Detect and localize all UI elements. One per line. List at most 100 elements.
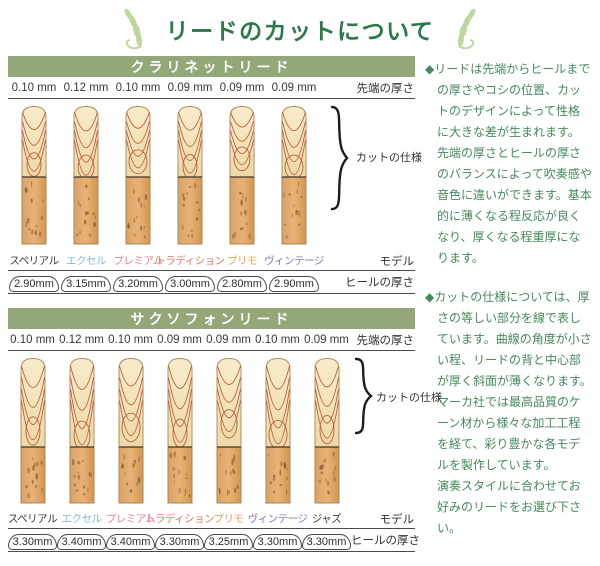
reed-illustrations [8, 351, 351, 509]
heel-thickness-row: 3.30mm 3.40mm 3.40mm 3.30mm 3.25mm 3.30mm 3.30… [7, 529, 420, 552]
leaf-ornament-right-icon [452, 6, 480, 52]
tip-thickness-value: 0.12 mm [63, 81, 109, 94]
note-paragraph: 演奏スタイルに合わせてお好みのリードをお選び下さい。 [437, 479, 582, 535]
notes-column: ◆リードは先端からヒールまでの厚さやコシの位置、カットのデザインによって性格に大… [425, 56, 592, 566]
reed-illustration [302, 351, 351, 509]
heel-thickness-value: 3.30mm [154, 529, 205, 551]
reed-illustration [216, 99, 268, 251]
tip-thickness-value: 0.10 mm [10, 333, 55, 346]
heel-thickness-value: 3.25mm [203, 529, 254, 551]
note-paragraph: ◆リードは先端からヒールまでの厚さやコシの位置、カットのデザインによって性格に大… [425, 62, 591, 139]
tip-thickness-label: 先端の厚さ [356, 82, 415, 95]
model-name: プリモ [213, 513, 245, 525]
reed-illustration [57, 351, 106, 509]
reed-illustration [8, 351, 57, 509]
heel-values: 2.90mm 3.15mm 3.20mm 3.00mm 2.80mm 2.90mm [8, 271, 320, 293]
tip-thickness-value: 0.12 mm [59, 333, 104, 346]
reed-illustrations [8, 99, 320, 251]
model-name: スペリアル [9, 255, 59, 267]
reed-illustration [268, 99, 320, 251]
reed-illustration [253, 351, 302, 509]
section-saxophone-reeds: サクソフォンリード 0.10 mm 0.12 mm 0.10 mm 0.09 mm 0.… [7, 308, 442, 552]
brace-icon [328, 105, 350, 216]
model-name: プレミアム [113, 255, 163, 267]
section-header-bar: サクソフォンリード [8, 308, 415, 329]
model-name: ジャズ [311, 513, 342, 525]
tip-thickness-value: 0.09 mm [219, 81, 265, 94]
cut-spec-label: カットの仕様 [356, 152, 422, 164]
heel-thickness-value: 3.30mm [7, 529, 58, 551]
reed-illustration [204, 351, 253, 509]
model-name: トラディション [155, 255, 225, 267]
tip-thickness-value: 0.09 mm [157, 333, 202, 346]
page-header: リードのカットについて [0, 0, 600, 50]
cut-spec-label: カットの仕様 [376, 392, 442, 404]
model-name: プレミアム [105, 513, 156, 525]
tip-thickness-row: 0.10 mm 0.12 mm 0.10 mm 0.09 mm 0.09 mm 0.10 … [8, 329, 415, 351]
heel-thickness-value: 3.30mm [252, 529, 303, 551]
heel-thickness-value: 3.15mm [60, 271, 112, 293]
model-label: モデル [379, 255, 415, 268]
tip-thickness-value: 0.09 mm [206, 333, 251, 346]
model-names: スペリアル エクセル プレミアム トラディション プリモ ヴィンテージ ジャズ [8, 509, 351, 528]
section-clarinet-reeds: クラリネットリード 0.10 mm 0.12 mm 0.10 mm 0.09 mm 0.… [8, 56, 422, 294]
note-block: ◆カットの仕様については、厚さの等しい部分を線で表しています。曲線の角度が小さい… [425, 287, 592, 539]
heel-thickness-value: 3.20mm [112, 271, 164, 293]
tip-thickness-value: 0.10 mm [115, 81, 161, 94]
diamond-bullet: ◆ [425, 62, 435, 76]
tip-thickness-value: 0.09 mm [167, 81, 213, 94]
tip-thickness-label: 先端の厚さ [356, 334, 415, 347]
cut-spec-area: カットの仕様 [351, 351, 442, 509]
model-name: トラディション [144, 513, 215, 525]
model-name: スペリアル [7, 513, 58, 525]
diagram-column: クラリネットリード 0.10 mm 0.12 mm 0.10 mm 0.09 mm 0.… [7, 56, 442, 566]
tip-thickness-value: 0.10 mm [11, 81, 57, 94]
note-block: ◆リードは先端からヒールまでの厚さやコシの位置、カットのデザインによって性格に大… [425, 59, 592, 269]
reed-illustration [155, 351, 204, 509]
section-title: サクソフォンリード [130, 310, 293, 327]
page-title: リードのカットについて [165, 18, 435, 44]
brace-icon [352, 357, 374, 440]
heel-thickness-value: 3.30mm [301, 529, 352, 551]
section-header-bar: クラリネットリード [8, 56, 415, 77]
model-name-row: スペリアル エクセル プレミアム トラディション プリモ ヴィンテージ ジャズ モデル [8, 509, 415, 529]
main-content: クラリネットリード 0.10 mm 0.12 mm 0.10 mm 0.09 mm 0.… [0, 48, 600, 566]
heel-thickness-value: 2.90mm [268, 271, 320, 293]
leaf-ornament-left-icon [120, 6, 148, 52]
tip-thickness-value: 0.10 mm [255, 333, 300, 346]
reed-illustration [106, 351, 155, 509]
heel-thickness-row: 2.90mm 3.15mm 3.20mm 3.00mm 2.80mm 2.90mm ヒール… [8, 271, 415, 294]
diamond-bullet: ◆ [425, 290, 435, 304]
note-paragraph: 先端の厚さとヒールの厚さのバランスによって吹奏感や音色に違いができます。基本的に… [437, 146, 592, 265]
model-name: エクセル [61, 513, 103, 525]
tip-values: 0.10 mm 0.12 mm 0.10 mm 0.09 mm 0.09 mm 0.09 … [8, 77, 320, 98]
heel-thickness-value: 2.90mm [8, 271, 60, 293]
model-name: ヴィンテージ [264, 255, 324, 267]
model-name: ヴィンテージ [247, 513, 308, 525]
note-paragraph: マーカ社では最高品質のケーン材から様々な加工工程を経て、彩り豊かな各モデルを製作… [437, 395, 582, 472]
heel-thickness-value: 2.80mm [216, 271, 268, 293]
reed-illustration [60, 99, 112, 251]
section-title: クラリネットリード [130, 58, 293, 75]
heel-values: 3.30mm 3.40mm 3.40mm 3.30mm 3.25mm 3.30mm 3.30… [7, 529, 352, 551]
reed-illustration-row: カットの仕様 [8, 351, 442, 509]
model-name: プリモ [227, 255, 258, 267]
heel-thickness-label: ヒールの厚さ [351, 535, 420, 547]
model-names: スペリアル エクセル プレミアム トラディション プリモ ヴィンテージ [8, 251, 324, 270]
cut-spec-area: カットの仕様 [320, 99, 422, 251]
note-paragraph: ◆カットの仕様については、厚さの等しい部分を線で表しています。曲線の角度が小さい… [425, 290, 592, 388]
tip-thickness-value: 0.09 mm [304, 333, 349, 346]
tip-thickness-row: 0.10 mm 0.12 mm 0.10 mm 0.09 mm 0.09 mm 0.09 … [8, 77, 415, 99]
model-name-row: スペリアル エクセル プレミアム トラディション プリモ ヴィンテージ モデル [8, 251, 415, 271]
heel-thickness-value: 3.40mm [56, 529, 107, 551]
tip-thickness-value: 0.10 mm [108, 333, 153, 346]
model-label: モデル [379, 513, 415, 526]
reed-illustration [112, 99, 164, 251]
tip-thickness-value: 0.09 mm [271, 81, 317, 94]
heel-thickness-value: 3.00mm [164, 271, 216, 293]
reed-illustration [8, 99, 60, 251]
reed-illustration [164, 99, 216, 251]
heel-thickness-value: 3.40mm [105, 529, 156, 551]
reed-illustration-row: カットの仕様 [8, 99, 422, 251]
